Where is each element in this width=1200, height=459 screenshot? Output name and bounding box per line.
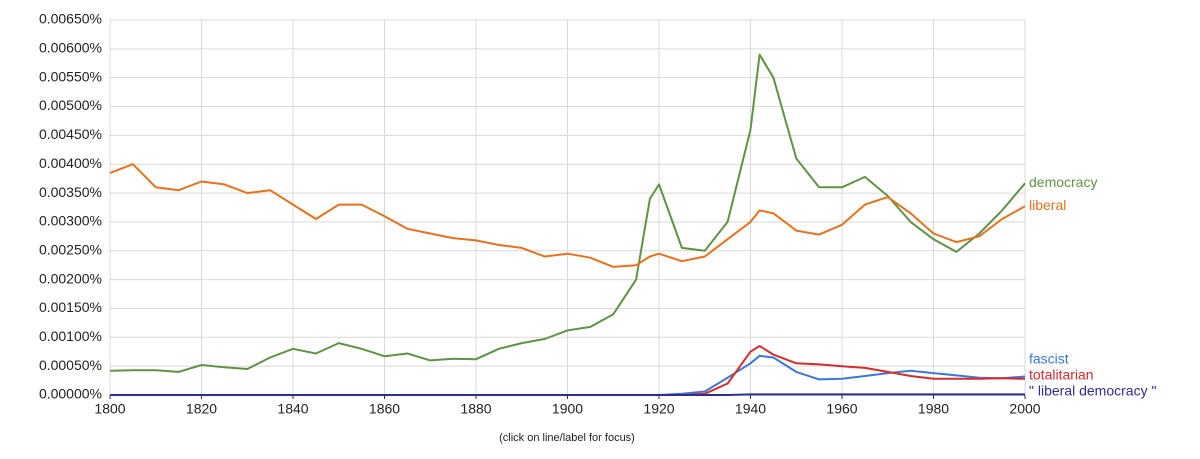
y-tick-label: 0.00350% bbox=[39, 184, 102, 200]
y-tick-label: 0.00150% bbox=[39, 299, 102, 315]
y-tick-label: 0.00100% bbox=[39, 328, 102, 344]
y-tick-label: 0.00550% bbox=[39, 68, 102, 84]
y-tick-label: 0.00250% bbox=[39, 241, 102, 257]
x-tick-label: 1800 bbox=[94, 401, 125, 417]
legend-label[interactable]: " liberal democracy " bbox=[1029, 383, 1156, 399]
x-tick-label: 1880 bbox=[460, 401, 491, 417]
x-tick-label: 2000 bbox=[1009, 401, 1040, 417]
y-tick-label: 0.00000% bbox=[39, 386, 102, 402]
legend-label[interactable]: democracy bbox=[1029, 174, 1097, 190]
series-line[interactable] bbox=[109, 53, 1026, 373]
y-tick-label: 0.00600% bbox=[39, 40, 102, 56]
x-tick-label: 1920 bbox=[643, 401, 674, 417]
footnote: (click on line/label for focus) bbox=[499, 432, 635, 444]
x-tick-label: 1940 bbox=[735, 401, 766, 417]
series-line[interactable] bbox=[110, 393, 1025, 396]
y-tick-label: 0.00450% bbox=[39, 126, 102, 142]
series-line[interactable] bbox=[109, 163, 1026, 268]
legend-label[interactable]: liberal bbox=[1029, 197, 1066, 213]
x-tick-label: 1860 bbox=[369, 401, 400, 417]
x-tick-label: 1840 bbox=[277, 401, 308, 417]
x-tick-label: 1900 bbox=[552, 401, 583, 417]
x-tick-label: 1960 bbox=[826, 401, 857, 417]
y-tick-label: 0.00400% bbox=[39, 155, 102, 171]
y-tick-label: 0.00050% bbox=[39, 357, 102, 373]
legend-label[interactable]: totalitarian bbox=[1029, 367, 1094, 383]
y-tick-label: 0.00200% bbox=[39, 270, 102, 286]
y-tick-label: 0.00300% bbox=[39, 213, 102, 229]
y-tick-label: 0.00650% bbox=[39, 11, 102, 27]
x-tick-label: 1980 bbox=[918, 401, 949, 417]
legend-label[interactable]: fascist bbox=[1029, 351, 1069, 367]
x-tick-label: 1820 bbox=[186, 401, 217, 417]
y-tick-label: 0.00500% bbox=[39, 97, 102, 113]
